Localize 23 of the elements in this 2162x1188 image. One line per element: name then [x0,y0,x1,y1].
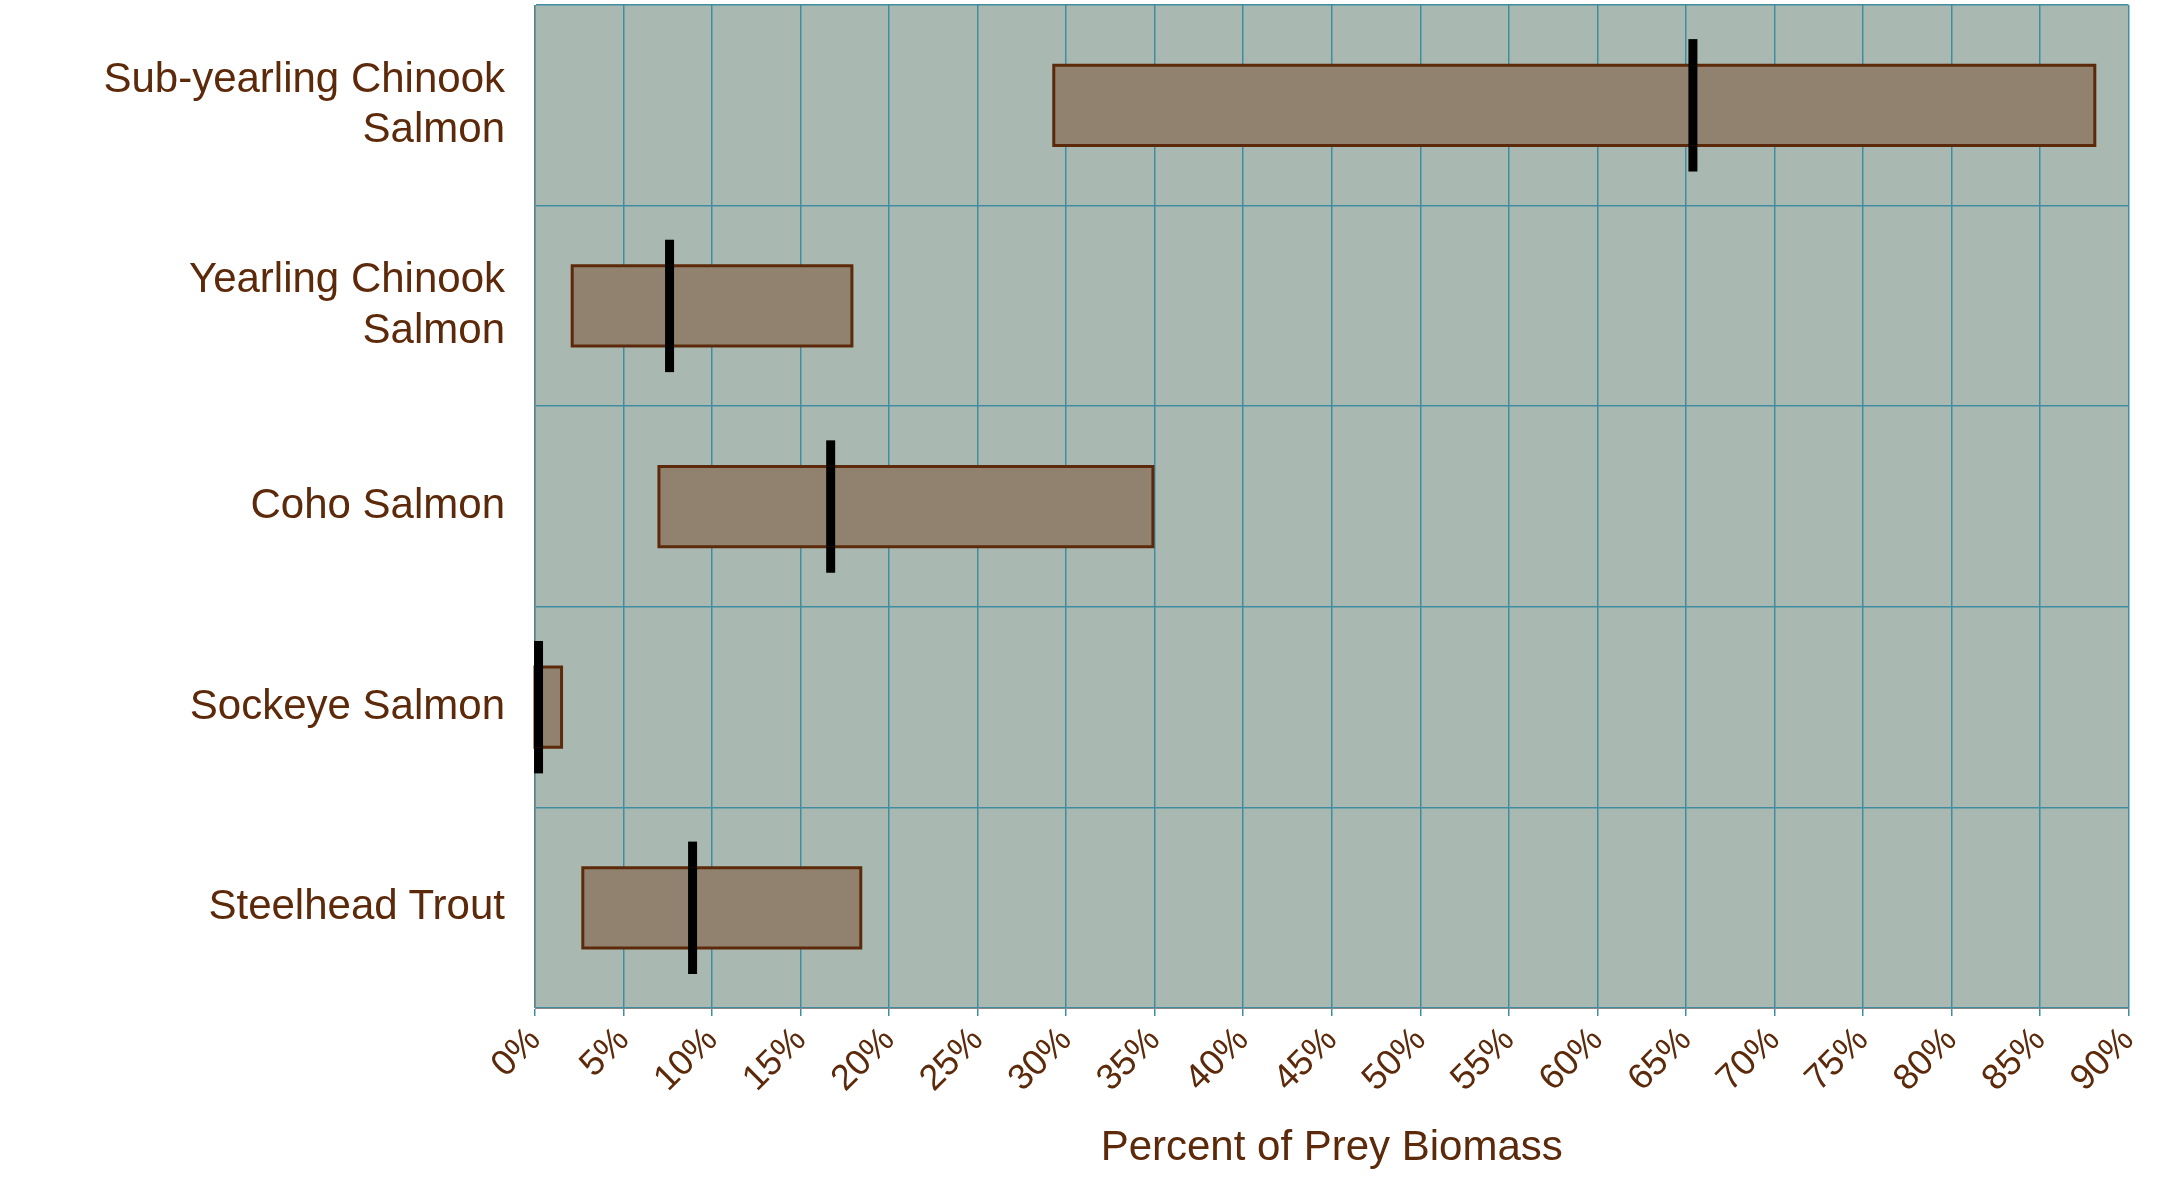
x-tick-label: 60% [1530,1018,1610,1099]
x-tick-label: 75% [1795,1018,1876,1099]
y-tick-label: Yearling Chinook Salmon [188,254,506,352]
y-tick-label: Sockeye Salmon [189,680,505,728]
x-tick-label: 15% [733,1018,814,1099]
x-tick-label: 0% [481,1018,548,1084]
x-tick-label: 35% [1087,1018,1168,1099]
y-tick-label: Steelhead Trout [208,881,506,929]
x-tick-label: 90% [2061,1018,2142,1099]
x-tick-label: 5% [570,1018,637,1084]
x-tick-label: 70% [1707,1018,1788,1099]
x-tick-label: 80% [1884,1018,1965,1099]
x-tick-label: 45% [1264,1018,1345,1099]
x-tick-label: 10% [644,1018,725,1099]
x-tick-label: 65% [1618,1018,1699,1099]
x-tick-label: 85% [1972,1018,2053,1099]
y-tick-label: Sub-yearling Chinook Salmon [103,53,506,152]
y-tick-label: Coho Salmon [250,480,505,528]
x-tick-label: 50% [1352,1018,1433,1099]
x-axis-title: Percent of Prey Biomass [1100,1122,1563,1170]
x-tick-label: 30% [998,1018,1079,1099]
x-tick-label: 55% [1441,1018,1522,1099]
x-tick-label: 40% [1175,1018,1256,1099]
